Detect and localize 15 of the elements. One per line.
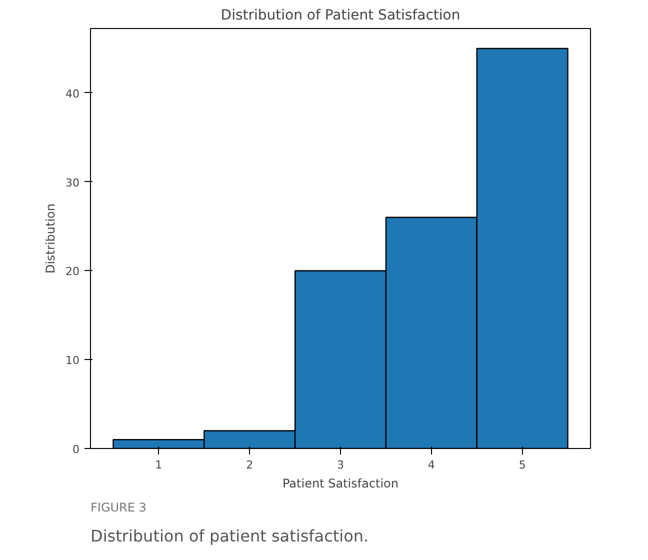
x-tick-label: 4 [428, 458, 435, 472]
y-tick-label: 20 [66, 265, 80, 278]
caption: FIGURE 3 [90, 500, 146, 514]
x-tick-label: 2 [246, 458, 254, 472]
x-tick-label: 1 [155, 458, 162, 472]
text: Distribution of patient satisfaction. [90, 526, 369, 546]
y-axis-title: Distribution [44, 203, 58, 274]
x-tick-label: 3 [337, 458, 344, 472]
x-axis-title: Patient Satisfaction [282, 476, 399, 490]
x-tick-label: 5 [518, 458, 526, 472]
y-tick-label: 10 [66, 354, 80, 368]
y-tick-label: 30 [66, 176, 80, 190]
chart-title: Distribution of Patient Satisfaction [220, 8, 460, 24]
y-tick-label: 40 [66, 87, 80, 100]
y-tick-label: 0 [72, 443, 80, 456]
